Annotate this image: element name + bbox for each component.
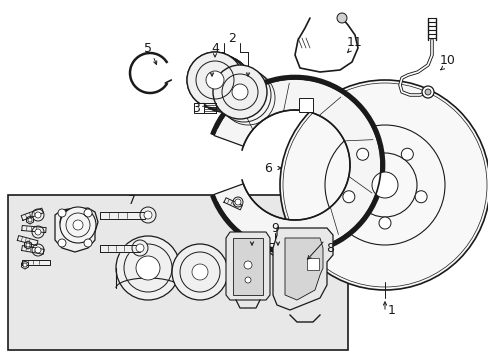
Circle shape xyxy=(231,84,247,100)
Circle shape xyxy=(235,199,241,205)
Circle shape xyxy=(172,244,227,300)
Polygon shape xyxy=(224,198,242,210)
Circle shape xyxy=(424,89,430,95)
Polygon shape xyxy=(232,238,263,295)
Circle shape xyxy=(26,243,30,247)
Polygon shape xyxy=(22,225,46,233)
Circle shape xyxy=(280,80,488,290)
Text: 4: 4 xyxy=(211,41,219,54)
Circle shape xyxy=(371,172,397,198)
Text: 9: 9 xyxy=(270,221,278,234)
Circle shape xyxy=(186,52,243,108)
Polygon shape xyxy=(17,235,38,246)
Circle shape xyxy=(60,207,96,243)
Circle shape xyxy=(136,244,143,252)
Text: 6: 6 xyxy=(264,162,271,175)
Text: 2: 2 xyxy=(227,32,235,45)
Circle shape xyxy=(28,218,32,222)
Circle shape xyxy=(84,209,92,217)
Polygon shape xyxy=(285,238,323,300)
Circle shape xyxy=(132,240,148,256)
Text: 7: 7 xyxy=(128,194,136,207)
Text: 10: 10 xyxy=(439,54,455,67)
Circle shape xyxy=(136,256,160,280)
Circle shape xyxy=(356,148,368,160)
Text: 3: 3 xyxy=(192,102,200,114)
Circle shape xyxy=(84,239,92,247)
Circle shape xyxy=(143,211,152,219)
Circle shape xyxy=(116,236,180,300)
Circle shape xyxy=(213,65,266,119)
Bar xyxy=(306,258,318,270)
Circle shape xyxy=(192,264,207,280)
Circle shape xyxy=(378,217,390,229)
Circle shape xyxy=(58,209,66,217)
Circle shape xyxy=(35,247,41,253)
Circle shape xyxy=(205,71,224,89)
Circle shape xyxy=(73,220,83,230)
Polygon shape xyxy=(22,260,50,265)
Polygon shape xyxy=(21,246,44,254)
Circle shape xyxy=(421,86,433,98)
Circle shape xyxy=(244,261,251,269)
Circle shape xyxy=(140,207,156,223)
Circle shape xyxy=(32,209,44,221)
Polygon shape xyxy=(225,232,269,300)
Text: 5: 5 xyxy=(143,41,152,54)
Circle shape xyxy=(35,229,41,235)
Text: 8: 8 xyxy=(325,242,333,255)
Polygon shape xyxy=(100,212,145,219)
Bar xyxy=(8,195,347,350)
Polygon shape xyxy=(26,216,33,224)
Polygon shape xyxy=(60,208,98,238)
Text: 11: 11 xyxy=(346,36,362,49)
Circle shape xyxy=(58,239,66,247)
Polygon shape xyxy=(214,79,380,251)
Polygon shape xyxy=(55,208,95,252)
Circle shape xyxy=(32,226,44,238)
Circle shape xyxy=(32,244,44,256)
Circle shape xyxy=(342,191,354,203)
Circle shape xyxy=(35,212,41,218)
Circle shape xyxy=(401,148,412,160)
Polygon shape xyxy=(21,208,43,220)
Polygon shape xyxy=(100,244,140,252)
Circle shape xyxy=(23,263,27,267)
Polygon shape xyxy=(21,261,28,269)
Circle shape xyxy=(336,13,346,23)
Bar xyxy=(298,98,312,112)
Polygon shape xyxy=(272,228,332,310)
Circle shape xyxy=(244,277,250,283)
Circle shape xyxy=(186,52,243,108)
Text: 1: 1 xyxy=(387,303,395,316)
Circle shape xyxy=(232,197,243,207)
Polygon shape xyxy=(24,241,31,249)
Circle shape xyxy=(414,191,426,203)
Bar xyxy=(194,103,203,113)
